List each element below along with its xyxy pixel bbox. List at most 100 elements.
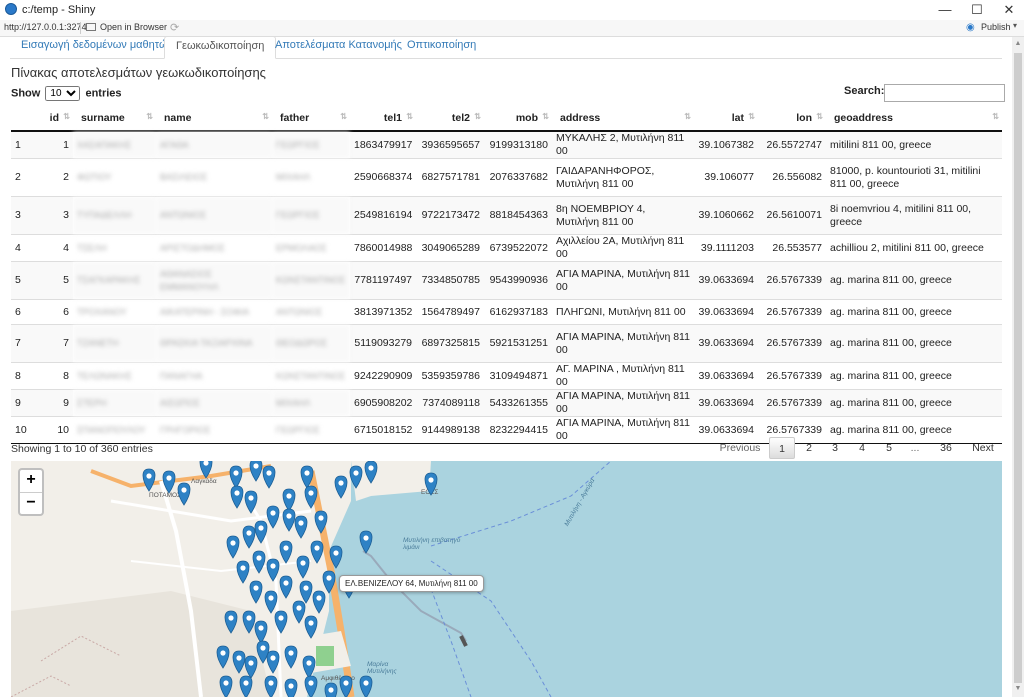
map-marker-icon[interactable]	[329, 545, 343, 569]
map-marker-icon[interactable]	[284, 645, 298, 669]
map-marker-icon[interactable]	[310, 540, 324, 564]
table-row[interactable]: 4 4 ΤΣΕΛΗ ΑΡΙΣΤΟΔΗΜΟΣ ΕΡΜΟΛΑΟΣ 7860014988 3049…	[11, 234, 1002, 262]
publish-dropdown-icon[interactable]: ▾	[1013, 21, 1018, 30]
scrollbar-thumb[interactable]	[1014, 53, 1022, 683]
map-marker-icon[interactable]	[229, 465, 243, 489]
sort-icon[interactable]: ⇅	[474, 112, 481, 121]
zoom-out-button[interactable]: −	[26, 494, 36, 511]
pagination-page-1[interactable]: 1	[769, 437, 795, 459]
map-marker-icon[interactable]	[364, 461, 378, 484]
open-in-browser-button[interactable]: Open in Browser	[100, 22, 168, 32]
pagination-page-5[interactable]: 5	[886, 442, 892, 454]
map-marker-icon[interactable]	[324, 682, 338, 697]
column-header-tel1[interactable]: tel1 ⇅	[350, 105, 416, 132]
pagination-page-4[interactable]: 4	[859, 442, 865, 454]
map-marker-icon[interactable]	[239, 675, 253, 697]
pagination-previous[interactable]: Previous	[719, 442, 761, 454]
column-header-surname[interactable]: surname ⇅	[73, 105, 156, 132]
map-marker-icon[interactable]	[249, 461, 263, 482]
map-marker-icon[interactable]	[282, 508, 296, 532]
refresh-icon[interactable]: ⟳	[170, 22, 180, 34]
maximize-button[interactable]: ☐	[971, 2, 983, 17]
map-marker-icon[interactable]	[177, 482, 191, 506]
map-marker-icon[interactable]	[292, 600, 306, 624]
table-row[interactable]: 7 7 ΤΖΑΝΕΤΗ ΘΡΑΣΚΙΑ ΤΑΞΙΑΡΧΙΝΑ ΘΕΟΔΩΡΟΣ 51190…	[11, 324, 1002, 363]
map-marker-icon[interactable]	[424, 472, 438, 496]
map-marker-icon[interactable]	[349, 465, 363, 489]
map-marker-icon[interactable]	[299, 580, 313, 604]
publish-button[interactable]: Publish	[981, 22, 1011, 32]
table-row[interactable]: 9 9 ΣΤΕΡΗ ΑΙΣΩΠΟΣ ΜΙΧΑΗΛ 6905908202 7374089118…	[11, 389, 1002, 417]
zoom-in-button[interactable]: +	[20, 470, 42, 493]
map-marker-icon[interactable]	[224, 610, 238, 634]
column-header-lon[interactable]: lon ⇅	[758, 105, 826, 132]
column-header-address[interactable]: address ⇅	[552, 105, 694, 132]
table-row[interactable]: 6 6 ΤΡΟΧΑΝΟΥ ΑΙΚΑΤΕΡΙΝΗ - ΣΟΦΙΑ ΑΝΤΩΝΙΟΣ 3813…	[11, 299, 1002, 325]
map-marker-icon[interactable]	[294, 515, 308, 539]
map-marker-icon[interactable]	[266, 505, 280, 529]
pagination-next[interactable]: Next	[972, 442, 994, 454]
leaflet-map[interactable]: ΠΟΤΑΜΟΣ Λαγκάδα ΕΟΣΣ Μυτιλήνη επιβατηγό …	[11, 461, 1002, 697]
map-marker-icon[interactable]	[304, 485, 318, 509]
map-marker-icon[interactable]	[226, 535, 240, 559]
map-marker-icon[interactable]	[244, 490, 258, 514]
open-in-browser-icon[interactable]	[86, 23, 96, 31]
close-button[interactable]: ✕	[1003, 2, 1015, 17]
sort-icon[interactable]: ⇅	[684, 112, 691, 121]
map-marker-icon[interactable]	[242, 525, 256, 549]
column-header-lat[interactable]: lat ⇅	[694, 105, 758, 132]
map-marker-icon[interactable]	[282, 488, 296, 512]
map-marker-icon[interactable]	[262, 465, 276, 489]
tab-allocation-results[interactable]: Αποτελέσματα Κατανομής	[275, 39, 402, 51]
map-marker-icon[interactable]	[279, 540, 293, 564]
map-marker-icon[interactable]	[254, 520, 268, 544]
search-input[interactable]	[884, 84, 1005, 102]
page-length-select[interactable]: 10	[45, 86, 81, 101]
column-header-father[interactable]: father ⇅	[272, 105, 350, 132]
tab-visualization[interactable]: Οπτικοποίηση	[407, 39, 477, 51]
pagination-page-3[interactable]: 3	[832, 442, 838, 454]
map-marker-icon[interactable]	[142, 468, 156, 492]
map-marker-icon[interactable]	[300, 465, 314, 489]
minimize-button[interactable]: —	[938, 2, 952, 17]
scroll-up-icon[interactable]: ▲	[1014, 40, 1022, 47]
map-marker-icon[interactable]	[254, 620, 268, 644]
sort-icon[interactable]: ⇅	[262, 112, 269, 121]
tab-geocoding[interactable]: Γεωκωδικοποίηση	[164, 36, 277, 59]
column-header-mob[interactable]: mob ⇅	[484, 105, 552, 132]
pagination-page-2[interactable]: 2	[806, 442, 812, 454]
vertical-scrollbar[interactable]: ▲ ▼	[1012, 37, 1024, 697]
map-marker-icon[interactable]	[339, 675, 353, 697]
map-marker-icon[interactable]	[279, 575, 293, 599]
sort-icon[interactable]: ⇅	[406, 112, 413, 121]
table-row[interactable]: 1 1 ΧΑΣΑΠΑΚΗΣ ΑΓΑΘΑ ΓΕΩΡΓΙΟΣ 1863479917 393659…	[11, 130, 1002, 159]
tab-student-data[interactable]: Εισαγωγή δεδομένων μαθητών	[21, 39, 174, 51]
table-row[interactable]: 5 5 ΤΣΑΓΚΑΡΑΚΗΣ ΑΘΑΝΑΣΙΟΣ ΕΜΜΑΝΟΥΗΛ ΚΩΝΣΤΑΝΤ…	[11, 261, 1002, 300]
map-marker-icon[interactable]	[359, 675, 373, 697]
column-header-name[interactable]: name ⇅	[156, 105, 272, 132]
table-row[interactable]: 3 3 ΤΥΠΑΔΕΛΛΗ ΑΝΤΩΝΙΟΣ ΓΕΩΡΓΙΟΣ 2549816194 972…	[11, 196, 1002, 235]
map-marker-icon[interactable]	[232, 650, 246, 674]
map-marker-icon[interactable]	[244, 655, 258, 679]
map-marker-icon[interactable]	[230, 485, 244, 509]
map-marker-icon[interactable]	[304, 675, 318, 697]
map-marker-icon[interactable]	[314, 510, 328, 534]
map-marker-icon[interactable]	[304, 615, 318, 639]
map-marker-icon[interactable]	[284, 678, 298, 697]
sort-icon[interactable]: ⇅	[340, 112, 347, 121]
map-marker-icon[interactable]	[296, 555, 310, 579]
map-marker-icon[interactable]	[274, 610, 288, 634]
map-marker-icon[interactable]	[334, 475, 348, 499]
map-marker-icon[interactable]	[266, 650, 280, 674]
publish-icon[interactable]: ◉	[966, 22, 975, 33]
map-marker-icon[interactable]	[199, 461, 213, 479]
map-marker-icon[interactable]	[312, 590, 326, 614]
sort-icon[interactable]: ⇅	[748, 112, 755, 121]
table-row[interactable]: 8 8 ΤΕΛΩΝΑΚΗΣ ΠΑΝΑΓΗΑ ΚΩΝΣΤΑΝΤΙΝΟΣ 9242290909…	[11, 362, 1002, 390]
map-marker-icon[interactable]	[252, 550, 266, 574]
sort-icon[interactable]: ⇅	[816, 112, 823, 121]
pagination-page-36[interactable]: 36	[940, 442, 952, 454]
scroll-down-icon[interactable]: ▼	[1014, 685, 1022, 692]
map-marker-icon[interactable]	[302, 655, 316, 679]
map-marker-icon[interactable]	[219, 675, 233, 697]
